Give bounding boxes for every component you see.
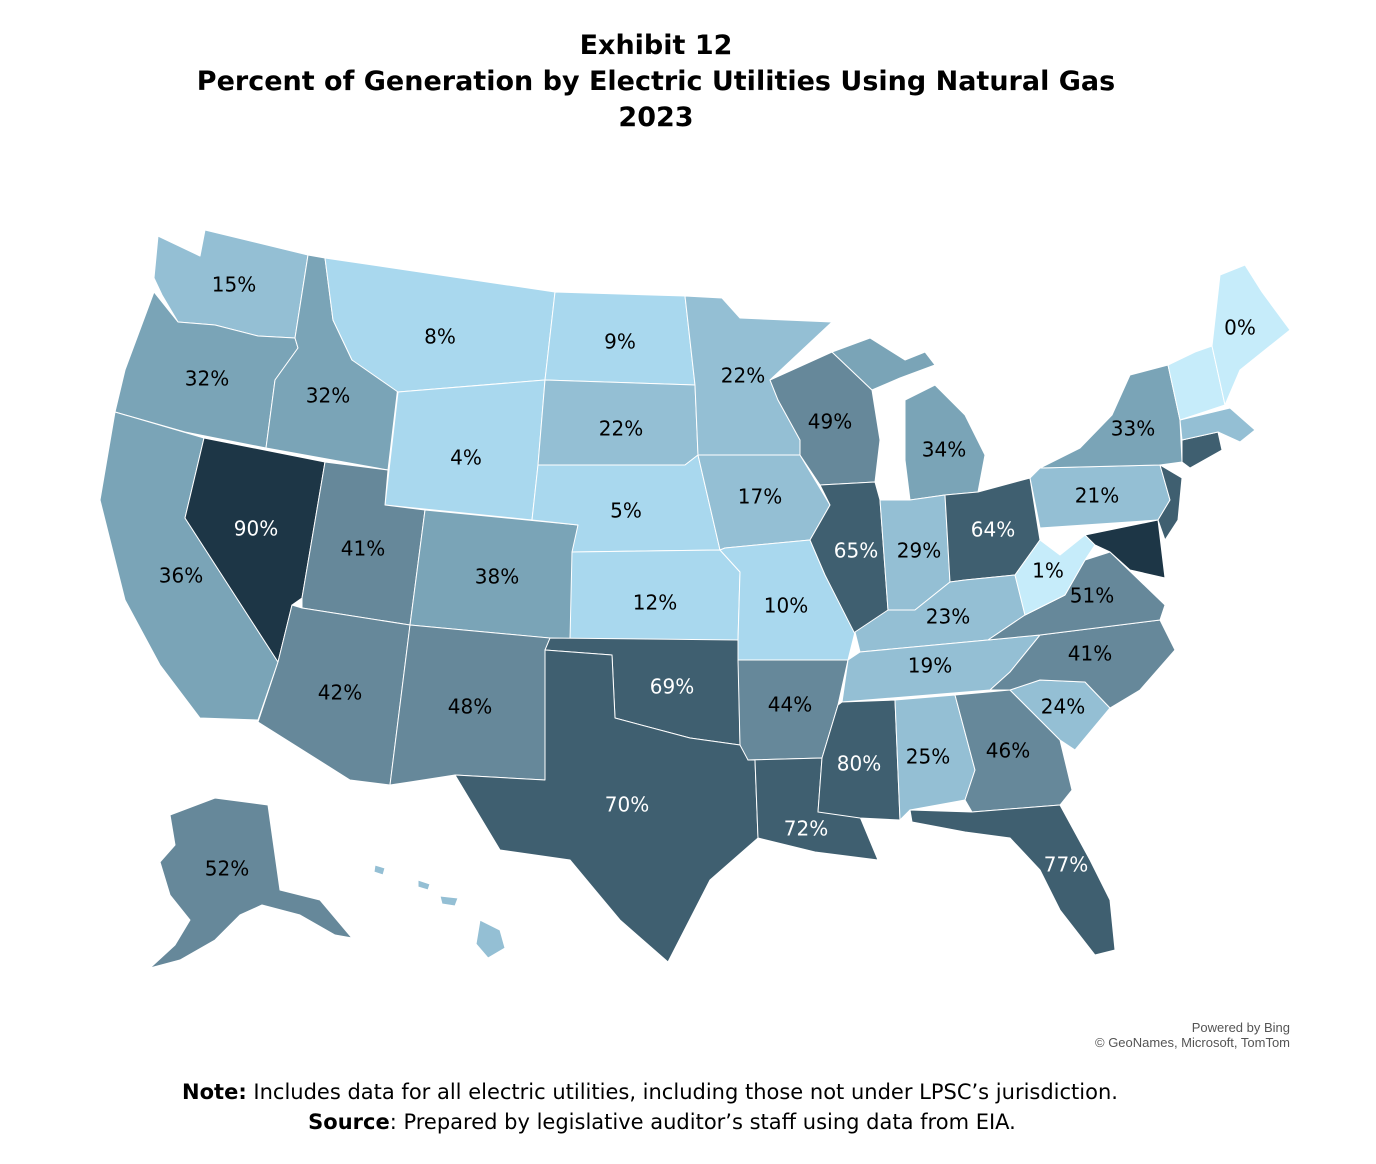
title-line-2: Percent of Generation by Electric Utilit…: [196, 66, 1116, 97]
state-label-mt: 8%: [424, 325, 456, 349]
state-label-al: 25%: [906, 745, 950, 769]
state-label-sc: 24%: [1041, 695, 1085, 719]
state-label-nm: 48%: [448, 695, 492, 719]
state-label-nc: 41%: [1068, 642, 1112, 666]
state-label-sd: 22%: [599, 417, 643, 441]
state-label-mn: 22%: [721, 364, 765, 388]
state-label-or: 32%: [185, 367, 229, 391]
state-label-ut: 41%: [341, 537, 385, 561]
source-label: Source: [308, 1110, 390, 1134]
state-label-fl: 77%: [1044, 853, 1088, 877]
state-label-tn: 19%: [908, 654, 952, 678]
state-label-ny: 33%: [1111, 417, 1155, 441]
state-label-la: 72%: [784, 817, 828, 841]
state-label-ia: 17%: [738, 485, 782, 509]
state-label-ne: 5%: [610, 499, 642, 523]
state-label-ar: 44%: [768, 693, 812, 717]
state-me[interactable]: [1211, 264, 1291, 406]
state-label-az: 42%: [318, 681, 362, 705]
state-label-id: 32%: [306, 384, 350, 408]
state-label-ms: 80%: [837, 752, 881, 776]
state-nj[interactable]: [1157, 464, 1183, 541]
title-line-1: Exhibit 12: [579, 30, 733, 61]
state-label-ks: 12%: [633, 591, 677, 615]
state-label-il: 65%: [834, 539, 878, 563]
note-label: Note:: [182, 1080, 247, 1104]
state-label-nv: 90%: [234, 517, 278, 541]
state-nc[interactable]: [989, 619, 1176, 709]
note-line: Note: Includes data for all electric uti…: [0, 1077, 1300, 1107]
state-label-wi: 49%: [808, 410, 852, 434]
state-ak[interactable]: [149, 797, 353, 969]
state-label-pa: 21%: [1075, 484, 1119, 508]
state-label-ok: 69%: [650, 675, 694, 699]
state-label-ga: 46%: [986, 739, 1030, 763]
state-label-wa: 15%: [212, 273, 256, 297]
chart-title: Exhibit 12 Percent of Generation by Elec…: [0, 28, 1312, 136]
attribution-line-1: Powered by Bing: [1191, 1020, 1290, 1035]
source-line: Source: Prepared by legislative auditor’…: [0, 1107, 1300, 1137]
state-label-in: 29%: [897, 539, 941, 563]
title-line-3: 2023: [618, 102, 694, 133]
state-label-ky: 23%: [926, 605, 970, 629]
state-label-me: 0%: [1224, 316, 1256, 340]
state-label-va: 51%: [1070, 584, 1114, 608]
state-label-mo: 10%: [764, 594, 808, 618]
state-label-ca: 36%: [159, 564, 203, 588]
state-label-ak: 52%: [205, 857, 249, 881]
us-map: 15% 32% 36% 32% 90% 8% 4% 41% 42% 38% 48% 9% 22% 5% 12…: [99, 229, 1291, 969]
state-mi-upper[interactable]: [831, 337, 936, 391]
note-text: Includes data for all electric utilities…: [246, 1080, 1118, 1104]
attribution-line-2: © GeoNames, Microsoft, TomTom: [1095, 1035, 1290, 1050]
state-mo[interactable]: [719, 539, 856, 661]
state-label-wy: 4%: [450, 446, 482, 470]
state-fl[interactable]: [909, 804, 1116, 956]
state-label-mi: 34%: [922, 438, 966, 462]
state-hi[interactable]: [373, 864, 506, 959]
state-ma[interactable]: [1179, 407, 1256, 443]
map-attribution: Powered by Bing © GeoNames, Microsoft, T…: [1095, 1020, 1290, 1050]
footnote: Note: Includes data for all electric uti…: [0, 1077, 1300, 1137]
state-tx[interactable]: [454, 649, 759, 963]
state-label-co: 38%: [475, 565, 519, 589]
source-text: : Prepared by legislative auditor’s staf…: [389, 1110, 1016, 1134]
state-label-wv: 1%: [1032, 559, 1064, 583]
state-label-oh: 64%: [971, 518, 1015, 542]
state-label-nd: 9%: [604, 330, 636, 354]
state-label-tx: 70%: [605, 793, 649, 817]
